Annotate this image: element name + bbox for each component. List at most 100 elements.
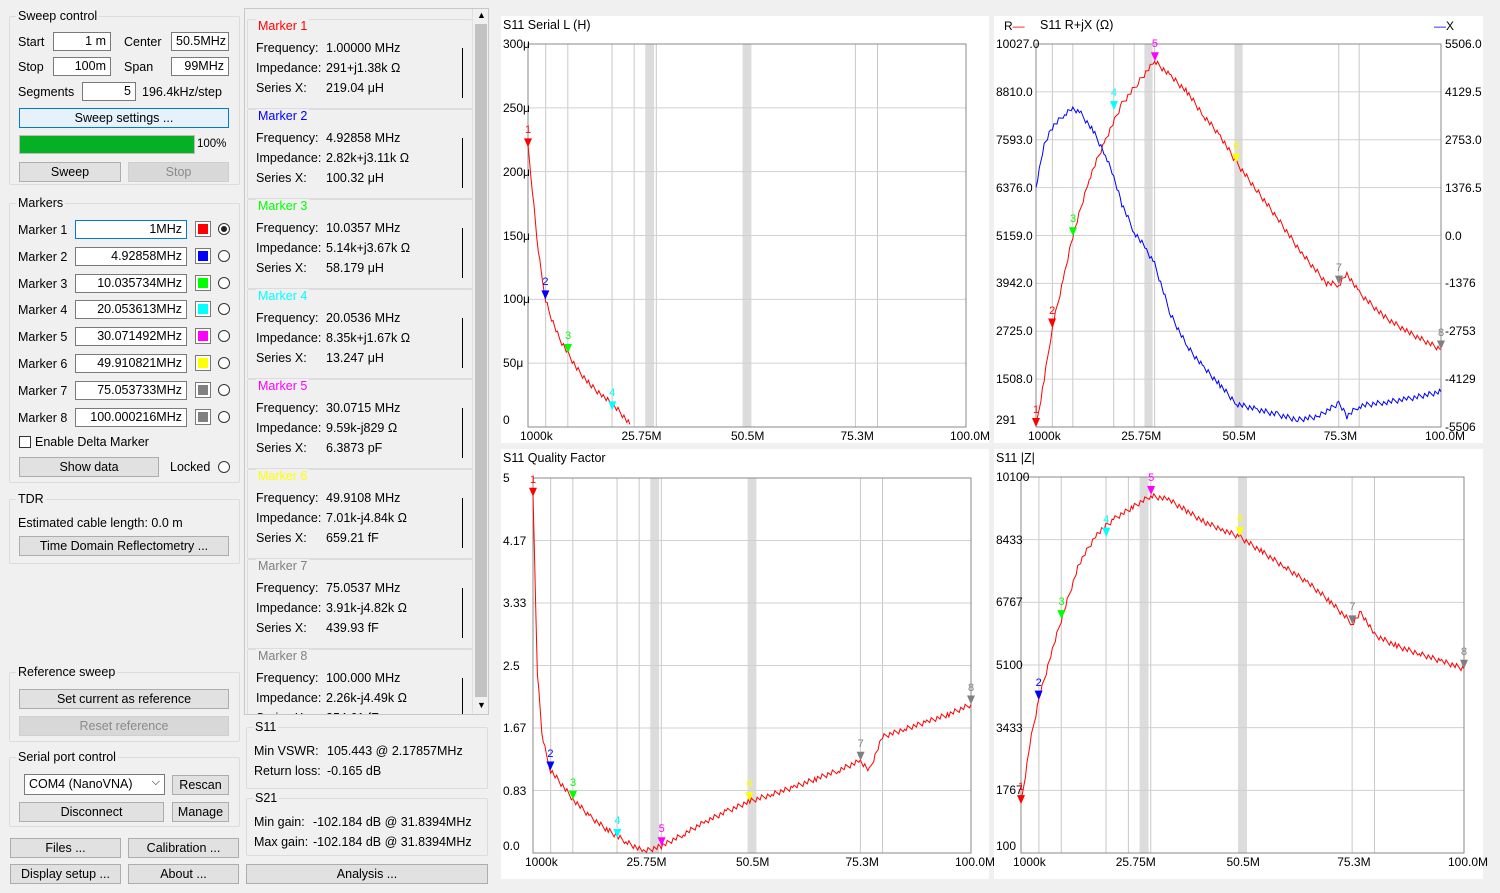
marker-7-freq-input[interactable]: 75.053733MHz xyxy=(75,380,187,400)
marker-5-color-swatch xyxy=(198,331,208,342)
marker-detail-title: Marker 2 xyxy=(256,109,310,123)
marker-1-freq-input[interactable]: 1MHz xyxy=(75,220,187,239)
scrollbar-thumb[interactable] xyxy=(475,24,487,697)
marker-4-freq-input[interactable]: 20.053613MHz xyxy=(75,300,187,320)
marker-7-color-swatch xyxy=(198,384,208,395)
stop-input[interactable]: 100m xyxy=(53,57,111,76)
marker-5-select-radio[interactable] xyxy=(218,330,230,343)
marker-1-triangle xyxy=(1017,795,1025,805)
plot-frame xyxy=(527,43,967,428)
marker-6-color-button[interactable] xyxy=(195,355,211,371)
marker-7-color-button[interactable] xyxy=(195,381,211,398)
marker-3-select-radio[interactable] xyxy=(218,276,230,289)
files-button[interactable]: Files ... xyxy=(10,838,121,858)
rescan-button[interactable]: Rescan xyxy=(172,775,229,795)
marker-1-color-button[interactable] xyxy=(195,221,211,237)
x-tick-label: 75.3M xyxy=(1337,855,1371,869)
disconnect-button[interactable]: Disconnect xyxy=(19,802,164,822)
sweep-progress-text: 100% xyxy=(197,138,227,150)
marker-detail-divider xyxy=(462,48,463,98)
marker-detail-imp-label: Impedance: xyxy=(256,421,322,435)
scroll-down-icon[interactable]: ▼ xyxy=(477,700,486,710)
marker-2-color-button[interactable] xyxy=(195,247,211,264)
x-tick-label: 1000k xyxy=(1028,429,1061,443)
marker-8-color-button[interactable] xyxy=(195,408,211,425)
marker-detail-imp: 2.26k-j4.49k Ω xyxy=(326,691,407,705)
calibration-button[interactable]: Calibration ... xyxy=(128,838,239,858)
marker-8-triangle xyxy=(967,695,975,705)
y2-tick-label: 1376.5 xyxy=(1445,180,1482,195)
impedance-magnitude-chart[interactable]: S11 |Z| 10100 8433 6767 5100 3433 1767 100 1000… xyxy=(994,449,1488,879)
analysis-button[interactable]: Analysis ... xyxy=(246,864,488,884)
start-input[interactable]: 1 m xyxy=(53,32,111,51)
manage-button[interactable]: Manage xyxy=(172,802,229,822)
y-tick-label: 10100 xyxy=(996,470,1030,484)
marker-detail-divider xyxy=(462,588,463,638)
quality-factor-chart[interactable]: S11 Quality Factor 5 4.17 3.33 2.5 1.67 0.83 0… xyxy=(501,449,995,879)
marker-detail-imp: 5.14k+j3.67k Ω xyxy=(326,241,411,255)
x-tick-label: 100.0M xyxy=(950,429,991,443)
reset-reference-button[interactable]: Reset reference xyxy=(19,716,229,736)
sweep-settings-button[interactable]: Sweep settings ... xyxy=(19,108,229,128)
y-tick-label: 3433 xyxy=(996,720,1023,735)
show-data-button[interactable]: Show data xyxy=(19,457,159,477)
marker-2-triangle xyxy=(1034,690,1043,700)
locked-radio[interactable] xyxy=(218,461,230,473)
marker-4-color-button[interactable] xyxy=(195,301,211,318)
marker-3-label: 3 xyxy=(564,329,572,342)
delta-marker-label: Enable Delta Marker xyxy=(35,435,149,449)
scroll-up-icon[interactable]: ▲ xyxy=(477,10,486,20)
marker-detail-freq-label: Frequency: xyxy=(256,581,319,595)
marker-5-color-button[interactable] xyxy=(195,328,211,345)
marker-1-triangle xyxy=(524,138,532,148)
chevron-down-icon: ⌵ xyxy=(151,776,160,788)
marker-7-label: 7 xyxy=(1335,261,1343,274)
details-scrollbar[interactable]: ▲ ▼ xyxy=(472,9,488,714)
marker-8-select-radio[interactable] xyxy=(218,410,230,423)
marker-6-label: 6 xyxy=(1236,513,1243,526)
serial-l-chart[interactable]: S11 Serial L (H) 300μ 250μ 200μ 150μ 100μ 50μ… xyxy=(501,16,991,443)
marker-5-label: 5 xyxy=(1151,38,1159,51)
legend-x: —X xyxy=(1434,19,1455,33)
marker-2-triangle xyxy=(546,761,555,771)
marker-2-freq-input[interactable]: 4.92858MHz xyxy=(75,246,187,266)
sweep-button[interactable]: Sweep xyxy=(19,162,121,182)
marker-7-select-radio[interactable] xyxy=(218,383,230,396)
span-input[interactable]: 99MHz xyxy=(171,57,229,76)
marker-4-label: 4 xyxy=(1110,86,1118,99)
marker-8-label: 8 xyxy=(968,681,975,694)
serial-group: Serial port control xyxy=(9,750,240,827)
stop-button[interactable]: Stop xyxy=(128,162,229,182)
marker-2-select-radio[interactable] xyxy=(218,249,230,262)
marker-detail-imp: 291+j1.38k Ω xyxy=(326,61,401,75)
segments-input[interactable]: 5 xyxy=(82,82,136,101)
port-select[interactable]: COM4 (NanoVNA) ⌵ xyxy=(24,774,165,795)
marker-detail-sx: 659.21 fF xyxy=(326,531,379,545)
sweep-control-title: Sweep control xyxy=(16,9,100,23)
marker-4-triangle xyxy=(613,829,622,838)
about-button[interactable]: About ... xyxy=(128,864,239,884)
y2-tick-label: 5506.0 xyxy=(1445,37,1482,51)
marker-detail-divider xyxy=(462,318,463,368)
marker-8-triangle xyxy=(1460,659,1468,669)
marker-6-freq-input[interactable]: 49.910821MHz xyxy=(75,354,187,373)
display-setup-button[interactable]: Display setup ... xyxy=(10,864,121,884)
marker-detail-divider xyxy=(462,408,463,458)
marker-4-select-radio[interactable] xyxy=(218,303,230,316)
set-reference-button[interactable]: Set current as reference xyxy=(19,689,229,709)
marker-6-select-radio[interactable] xyxy=(218,357,230,369)
marker-8-label: 8 xyxy=(1438,326,1445,339)
marker-5-freq-input[interactable]: 30.071492MHz xyxy=(75,327,187,347)
marker-3-color-button[interactable] xyxy=(195,274,211,291)
marker-details-scroll-area[interactable]: Marker 1 Frequency: 1.00000 MHz Impedanc… xyxy=(244,8,489,715)
marker-3-freq-input[interactable]: 10.035734MHz xyxy=(75,273,187,293)
delta-marker-checkbox[interactable] xyxy=(19,436,31,448)
y-tick-label: 0.0 xyxy=(503,839,520,853)
r-jx-chart[interactable]: S11 R+jX (Ω) R— —X 10027.0 8810.0 7593.0 63… xyxy=(994,16,1483,443)
marker-detail-imp: 3.91k-j4.82k Ω xyxy=(326,601,407,615)
marker-8-freq-input[interactable]: 100.000216MHz xyxy=(75,407,187,427)
marker-detail-box: Marker 8 Frequency: 100.000 MHz Impedanc… xyxy=(247,649,473,714)
center-input[interactable]: 50.5MHz xyxy=(171,32,229,51)
marker-1-select-radio[interactable] xyxy=(218,223,230,235)
tdr-button[interactable]: Time Domain Reflectometry ... xyxy=(19,536,229,556)
